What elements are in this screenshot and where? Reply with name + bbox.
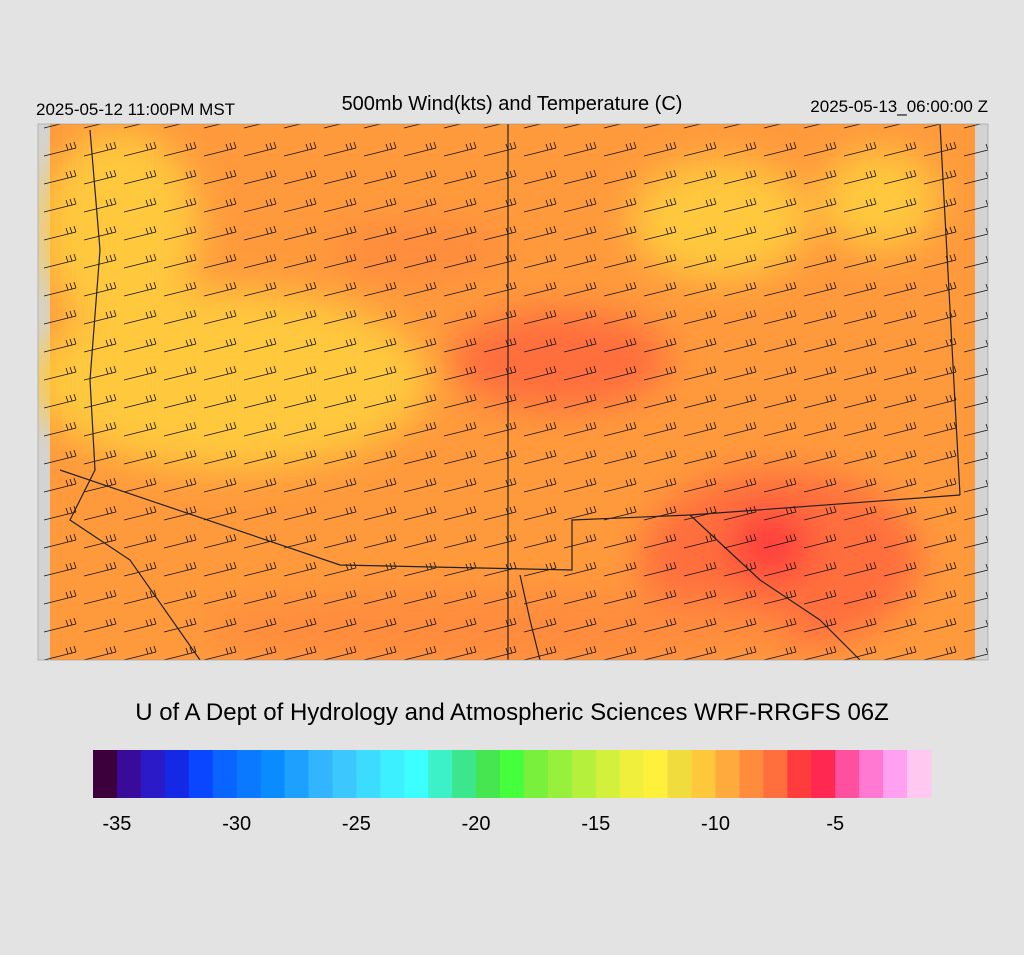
colorbar-box bbox=[164, 750, 190, 798]
colorbar-box bbox=[859, 750, 884, 798]
colorbar-box bbox=[571, 750, 597, 798]
colorbar-box bbox=[404, 750, 429, 798]
colorbar-tick-label: -5 bbox=[826, 813, 844, 835]
colorbar-box bbox=[595, 750, 621, 798]
colorbar-box bbox=[619, 750, 645, 798]
colorbar-box bbox=[667, 750, 693, 798]
colorbar-tick-label: -15 bbox=[581, 813, 610, 835]
colorbar-box bbox=[691, 750, 717, 798]
colorbar-tick-label: -20 bbox=[462, 813, 491, 835]
colorbar-box bbox=[835, 750, 860, 798]
map-title: 500mb Wind(kts) and Temperature (C) bbox=[342, 93, 683, 115]
valid-utc-time: 2025-05-13_06:00:00 Z bbox=[810, 97, 988, 116]
colorbar-box bbox=[260, 750, 286, 798]
colorbar-box bbox=[188, 750, 214, 798]
colorbar-box bbox=[116, 750, 142, 798]
credit: U of A Dept of Hydrology and Atmospheric… bbox=[135, 699, 889, 726]
colorbar-box bbox=[476, 750, 501, 798]
colorbar-box bbox=[428, 750, 453, 798]
colorbar-tick-label: -35 bbox=[102, 813, 131, 835]
colorbar-tick-label: -10 bbox=[701, 813, 730, 835]
colorbar: -35 -30 -25 -20 -15 -10 -5 bbox=[93, 750, 932, 835]
colorbar-box bbox=[284, 750, 309, 798]
colorbar-box bbox=[236, 750, 262, 798]
colorbar-box bbox=[547, 750, 573, 798]
colorbar-box bbox=[212, 750, 238, 798]
colorbar-box bbox=[907, 750, 932, 798]
colorbar-box bbox=[140, 750, 166, 798]
colorbar-tick-label: -25 bbox=[342, 813, 371, 835]
colorbar-box bbox=[811, 750, 836, 798]
colorbar-box bbox=[643, 750, 669, 798]
colorbar-tick-label: -30 bbox=[222, 813, 251, 835]
colorbar-box bbox=[93, 750, 118, 798]
colorbar-box bbox=[883, 750, 908, 798]
colorbar-box bbox=[715, 750, 740, 798]
valid-local-time: 2025-05-12 11:00PM MST bbox=[36, 100, 235, 119]
wind-barbs bbox=[38, 124, 988, 660]
colorbar-box bbox=[739, 750, 764, 798]
colorbar-box bbox=[356, 750, 381, 798]
colorbar-box bbox=[380, 750, 405, 798]
state-borders bbox=[59, 124, 961, 660]
colorbar-box bbox=[500, 750, 525, 798]
map bbox=[38, 124, 988, 660]
colorbar-box bbox=[763, 750, 788, 798]
colorbar-box bbox=[332, 750, 357, 798]
colorbar-box bbox=[308, 750, 333, 798]
colorbar-box bbox=[523, 750, 549, 798]
colorbar-box bbox=[452, 750, 477, 798]
map-frame bbox=[37, 123, 989, 661]
colorbar-box bbox=[787, 750, 812, 798]
